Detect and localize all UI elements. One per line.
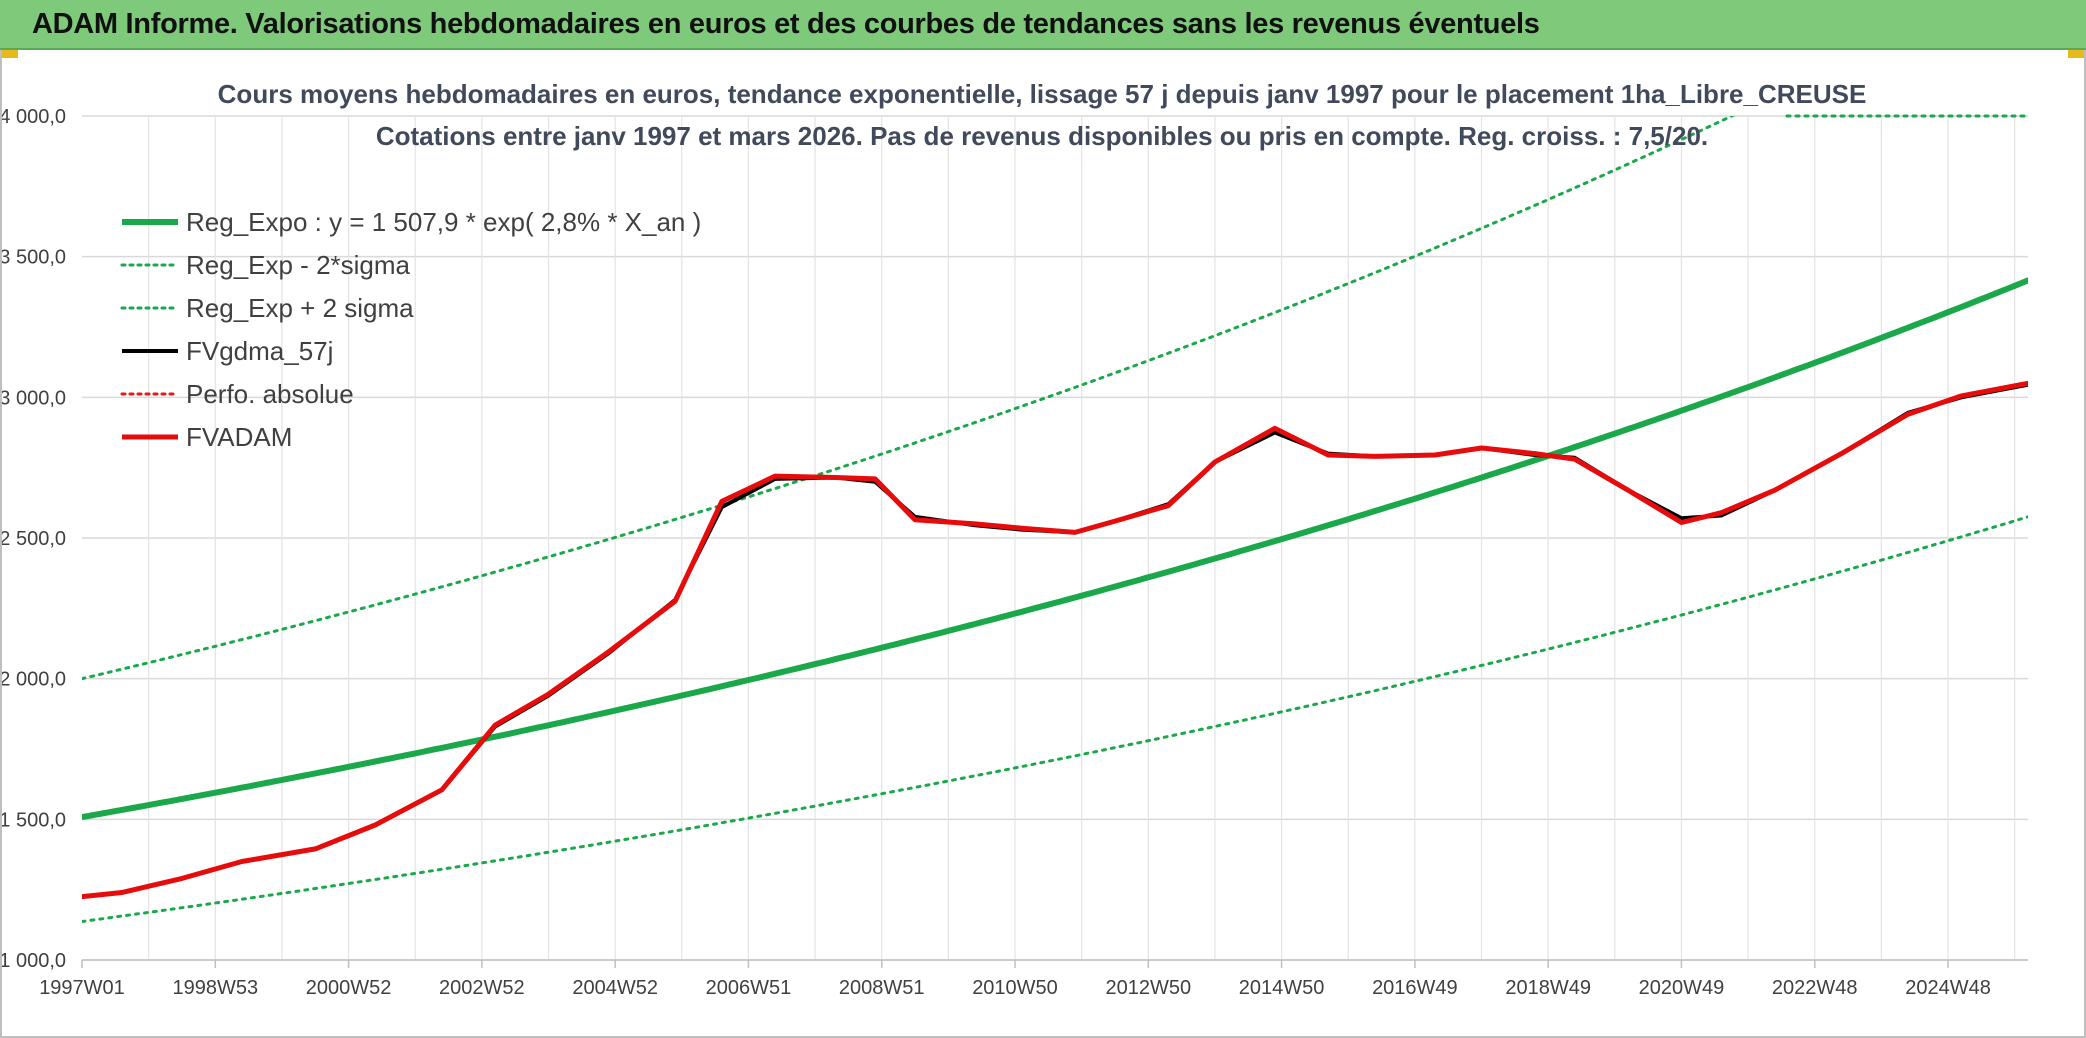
chart-area: 1 000,0 1 500,0 2 000,0 2 500,0 3 000,0 3 500… bbox=[0, 50, 2086, 1038]
chart-svg: 1 000,0 1 500,0 2 000,0 2 500,0 3 000,0 3 500… bbox=[2, 79, 2030, 999]
axes: 1 000,0 1 500,0 2 000,0 2 500,0 3 000,0 3 500… bbox=[2, 106, 2028, 999]
legend-label-4: Perfo. absolue bbox=[186, 379, 354, 409]
y-tick-label: 4 000,0 bbox=[2, 106, 66, 128]
series-line-0 bbox=[82, 277, 2028, 821]
title-bar: ADAM Informe. Valorisations hebdomadaire… bbox=[0, 0, 2086, 50]
y-tick-label: 2 500,0 bbox=[2, 528, 66, 550]
x-tick-label: 2006W51 bbox=[706, 977, 792, 999]
chart-title: Cours moyens hebdomadaires en euros, ten… bbox=[218, 79, 1867, 109]
corner-marker-right bbox=[2068, 50, 2086, 58]
y-tick-label: 2 000,0 bbox=[2, 669, 66, 691]
y-tick-label: 3 500,0 bbox=[2, 247, 66, 269]
legend-label-0: Reg_Expo : y = 1 507,9 * exp( 2,8% * X_a… bbox=[186, 207, 701, 237]
legend-label-2: Reg_Exp + 2 sigma bbox=[186, 293, 414, 323]
y-tick-label: 1 000,0 bbox=[2, 950, 66, 972]
series-layer bbox=[82, 114, 2030, 923]
y-tick-label: 1 500,0 bbox=[2, 809, 66, 831]
series-line-2 bbox=[82, 116, 1736, 681]
x-tick-label: 2024W48 bbox=[1905, 977, 1991, 999]
x-tick-label: 2010W50 bbox=[972, 977, 1058, 999]
series-line-5 bbox=[82, 380, 2028, 900]
grid bbox=[82, 115, 2028, 961]
x-tick-label: 2000W52 bbox=[306, 977, 392, 999]
x-tick-label: 2014W50 bbox=[1239, 977, 1325, 999]
x-tick-label: 1997W01 bbox=[39, 977, 125, 999]
chart-subtitle: Cotations entre janv 1997 et mars 2026. … bbox=[376, 121, 1708, 151]
x-tick-label: 2008W51 bbox=[839, 977, 925, 999]
x-tick-label: 2016W49 bbox=[1372, 977, 1458, 999]
x-tick-label: 2004W52 bbox=[572, 977, 658, 999]
corner-marker-left bbox=[0, 50, 18, 58]
x-tick-label: 2020W49 bbox=[1639, 977, 1725, 999]
x-tick-label: 2018W49 bbox=[1505, 977, 1591, 999]
legend: Reg_Expo : y = 1 507,9 * exp( 2,8% * X_a… bbox=[120, 207, 701, 452]
x-tick-label: 2002W52 bbox=[439, 977, 525, 999]
x-tick-label: 2022W48 bbox=[1772, 977, 1858, 999]
series-line-1 bbox=[82, 515, 2028, 923]
x-tick-label: 2012W50 bbox=[1105, 977, 1191, 999]
page-title: ADAM Informe. Valorisations hebdomadaire… bbox=[32, 8, 1540, 40]
x-tick-label: 1998W53 bbox=[172, 977, 258, 999]
legend-label-5: FVADAM bbox=[186, 422, 292, 452]
y-tick-label: 3 000,0 bbox=[2, 387, 66, 409]
legend-label-3: FVgdma_57j bbox=[186, 336, 333, 366]
legend-label-1: Reg_Exp - 2*sigma bbox=[186, 250, 411, 280]
